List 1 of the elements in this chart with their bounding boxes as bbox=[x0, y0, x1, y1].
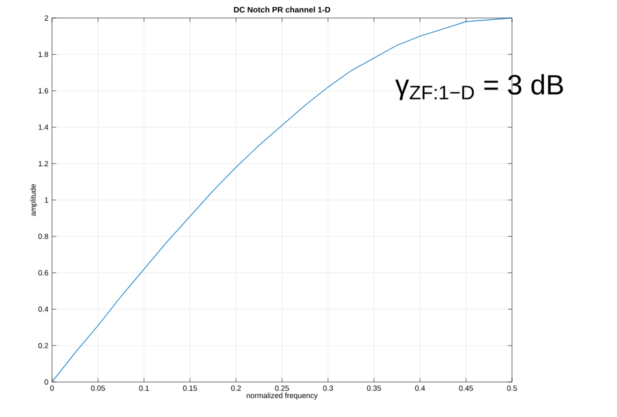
annotation: γ$_{ZF:1−D}$ = 3 dB bbox=[395, 74, 563, 100]
